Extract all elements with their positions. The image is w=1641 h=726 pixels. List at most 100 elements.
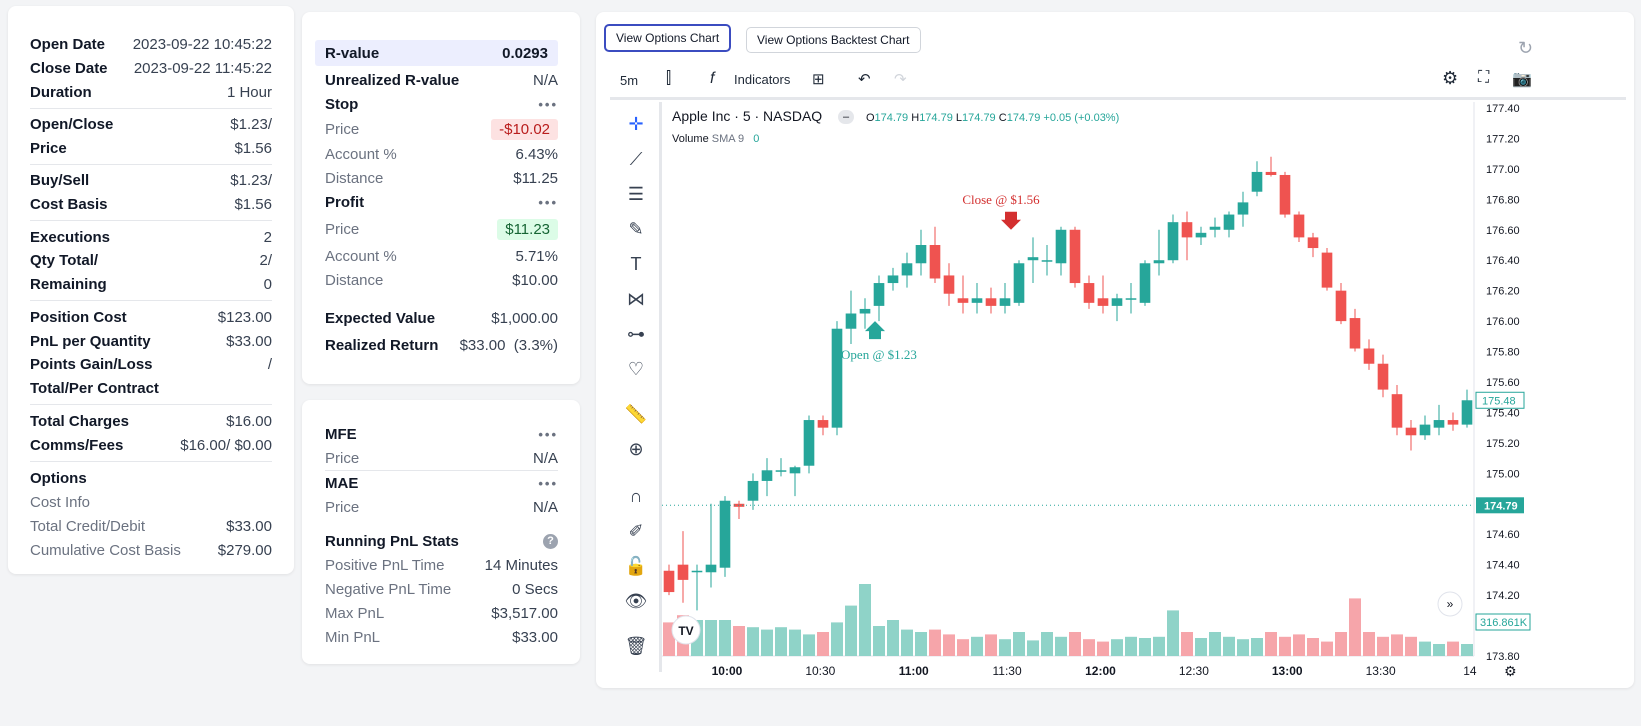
time-tick-label: 14 <box>1463 664 1477 678</box>
magnet-icon[interactable]: ∩ <box>629 485 643 506</box>
stop-header: Stop ••• <box>325 92 558 116</box>
summary-value: 2 <box>263 228 272 246</box>
undo-icon[interactable]: ↶ <box>858 71 871 88</box>
crosshair-icon[interactable]: ✛ <box>628 113 644 134</box>
collapse-legend-icon[interactable]: – <box>838 110 855 125</box>
candle-body <box>1209 226 1221 230</box>
r-value-label: R-value <box>325 44 380 62</box>
summary-row: Open/Close $1.23/ <box>30 113 272 136</box>
summary-label: Buy/Sell <box>30 172 90 189</box>
volume-bar <box>1391 634 1403 656</box>
trash-icon[interactable]: 🗑 <box>624 635 648 656</box>
ruler-icon[interactable]: 📏 <box>624 403 648 424</box>
candle-body <box>915 245 927 264</box>
summary-row: Buy/Sell $1.23/ <box>30 169 272 192</box>
axis-settings-icon: ⚙ <box>1504 664 1517 680</box>
measure-range-icon[interactable]: ⊶ <box>627 323 645 344</box>
refresh-icon[interactable]: ↻ <box>1518 38 1534 58</box>
fib-lines-icon[interactable]: ☰ <box>627 183 645 204</box>
profit-account-value: 5.71% <box>515 247 558 265</box>
running-pnl-header: Running PnL Stats ? <box>325 529 558 553</box>
eye-icon[interactable]: 👁 <box>624 590 648 611</box>
stop-price-value[interactable]: -$10.02 <box>491 118 558 140</box>
volume-bar <box>901 629 913 656</box>
candle-body <box>1391 394 1403 428</box>
fullscreen-icon[interactable]: ⛶ <box>1478 69 1490 86</box>
price-tick-label: 173.80 <box>1486 651 1520 663</box>
settings-icon[interactable]: ⚙ <box>1442 68 1459 88</box>
price-tick-label: 175.00 <box>1486 468 1520 480</box>
summary-row: Cost Info <box>30 490 272 514</box>
realized-return-label: Realized Return <box>325 336 439 354</box>
volume-bar <box>789 629 801 656</box>
candle-body <box>929 245 941 279</box>
price-chart[interactable]: 177.40 177.20 177.00 176.80 176.60 176.40 176.… <box>662 102 1628 682</box>
camera-icon[interactable]: 📷 <box>1512 71 1532 88</box>
layout-icon[interactable]: ⊞ <box>812 71 825 88</box>
open-marker-icon <box>865 321 885 340</box>
summary-value: 0 <box>263 275 272 293</box>
stop-price-row: Price -$10.02 <box>325 116 558 142</box>
expected-value-value: $1,000.00 <box>491 309 558 327</box>
candle-body <box>1349 318 1361 349</box>
stat-label: Positive PnL Time <box>325 556 445 574</box>
mfe-menu-button[interactable]: ••• <box>538 426 558 442</box>
candle-body <box>1111 298 1123 306</box>
candle-type-icon[interactable]: ⫿ <box>666 70 672 87</box>
price-tick-label: 174.20 <box>1486 590 1520 602</box>
volume-bar <box>1167 610 1179 656</box>
tab-options-backtest-chart[interactable]: View Options Backtest Chart <box>746 27 921 53</box>
volume-bar <box>761 629 773 656</box>
current-price-label: 175.48 <box>1482 395 1516 407</box>
lock-icon[interactable]: 🔓 <box>624 555 648 576</box>
indicators-button[interactable]: Indicators <box>734 72 791 87</box>
volume-bar <box>957 639 969 656</box>
divider <box>30 108 272 109</box>
divider <box>30 164 272 165</box>
profit-menu-button[interactable]: ••• <box>538 194 558 210</box>
summary-label: Position Cost <box>30 308 127 326</box>
summary-label: Executions <box>30 228 111 246</box>
summary-label: Options <box>30 469 87 487</box>
profit-price-value[interactable]: $11.23 <box>497 218 558 240</box>
help-icon[interactable]: ? <box>543 533 558 549</box>
zoom-icon[interactable]: ⊕ <box>628 438 644 459</box>
summary-label: Open/Close <box>30 116 114 133</box>
summary-value: $33.00 <box>226 332 272 350</box>
volume-bar <box>943 634 955 656</box>
volume-bar <box>929 629 941 656</box>
lock-drawing-icon[interactable]: ✐ <box>628 520 644 541</box>
trend-line-icon[interactable]: ⟋ <box>629 148 643 169</box>
tab-options-chart[interactable]: View Options Chart <box>604 24 732 52</box>
volume-bar <box>999 639 1011 656</box>
mae-price-value: N/A <box>532 498 558 516</box>
current-price-tag <box>1475 391 1525 409</box>
candle-body <box>1447 420 1459 425</box>
unrealized-label: Unrealized R-value <box>325 71 460 89</box>
text-icon[interactable]: T <box>630 253 642 274</box>
volume-bar <box>803 634 815 656</box>
stat-label: Negative PnL Time <box>325 580 452 598</box>
volume-legend: Volume SMA 9 0 <box>672 133 759 145</box>
interval-button[interactable]: 5m <box>620 73 639 88</box>
price-tick-label: 176.40 <box>1486 255 1520 267</box>
heart-icon[interactable]: ♡ <box>627 358 645 379</box>
indicators-icon[interactable]: f <box>710 70 715 87</box>
price-tick-label: 177.00 <box>1486 164 1520 176</box>
redo-icon[interactable]: ↷ <box>894 71 907 88</box>
summary-row: Total Credit/Debit $33.00 <box>30 514 272 538</box>
time-tick-label: 13:00 <box>1272 664 1303 678</box>
mae-menu-button[interactable]: ••• <box>538 475 558 491</box>
realized-return-row: Realized Return $33.00 (3.3%) <box>325 333 558 357</box>
candle-body <box>901 263 913 276</box>
stop-menu-button[interactable]: ••• <box>538 96 558 112</box>
summary-value: 1 Hour <box>226 83 272 101</box>
volume-bar <box>1013 632 1025 656</box>
pattern-icon[interactable]: ⋈ <box>627 288 645 309</box>
mfe-price-value: N/A <box>532 449 558 467</box>
stat-value: $3,517.00 <box>491 604 558 622</box>
summary-label: Duration <box>30 83 92 101</box>
profit-distance-row: Distance $10.00 <box>325 268 558 292</box>
divider <box>30 300 272 301</box>
brush-icon[interactable]: ✎ <box>628 218 644 239</box>
